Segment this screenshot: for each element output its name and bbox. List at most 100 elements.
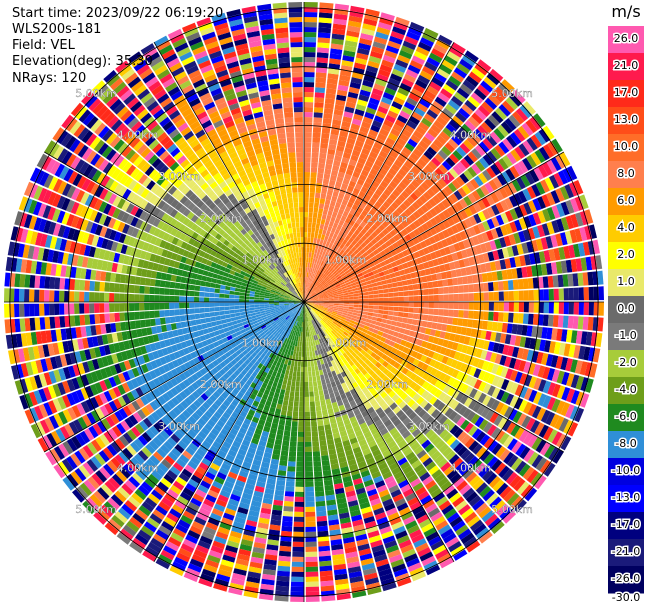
- velocity-gate: [327, 280, 333, 285]
- velocity-gate: [325, 93, 336, 100]
- velocity-gate: [560, 260, 568, 274]
- velocity-gate: [548, 341, 556, 354]
- velocity-gate: [293, 526, 304, 532]
- velocity-gate: [363, 165, 372, 173]
- velocity-gate: [357, 238, 364, 246]
- velocity-gate: [323, 305, 329, 307]
- velocity-gate: [437, 178, 447, 188]
- velocity-gate: [369, 275, 376, 280]
- velocity-gate: [340, 161, 348, 169]
- velocity-gate: [486, 72, 500, 86]
- velocity-gate: [348, 306, 354, 310]
- velocity-gate: [422, 65, 436, 76]
- velocity-gate: [395, 16, 410, 26]
- velocity-gate: [300, 376, 304, 382]
- velocity-gate: [558, 246, 566, 260]
- velocity-gate: [480, 330, 487, 340]
- velocity-gate: [311, 421, 318, 427]
- velocity-gate: [310, 167, 318, 173]
- velocity-gate: [452, 164, 463, 176]
- velocity-gate: [386, 319, 392, 325]
- velocity-gate: [338, 208, 345, 215]
- velocity-gate: [312, 137, 321, 143]
- velocity-gate: [485, 351, 493, 362]
- velocity-gate: [304, 17, 318, 23]
- velocity-gate: [311, 278, 314, 284]
- velocity-gate: [304, 112, 313, 118]
- velocity-gate: [406, 31, 421, 41]
- velocity-gate: [304, 87, 314, 93]
- velocity-gate: [388, 268, 395, 274]
- velocity-gate: [585, 331, 593, 346]
- velocity-gate: [306, 293, 310, 298]
- velocity-gate: [298, 411, 304, 417]
- velocity-gate: [313, 461, 322, 467]
- velocity-gate: [310, 361, 315, 367]
- velocity-gate: [292, 371, 297, 377]
- velocity-gate: [503, 184, 513, 197]
- velocity-gate: [387, 205, 396, 214]
- velocity-gate: [390, 261, 398, 268]
- velocity-gate: [538, 379, 547, 392]
- velocity-gate: [528, 214, 537, 227]
- velocity-gate: [575, 258, 583, 272]
- velocity-gate: [344, 147, 353, 155]
- velocity-gate: [560, 357, 569, 371]
- velocity-gate: [395, 172, 404, 181]
- velocity-gate: [426, 85, 439, 96]
- velocity-gate: [318, 12, 333, 19]
- velocity-gate: [306, 287, 309, 293]
- velocity-gate: [308, 303, 314, 306]
- velocity-gate: [317, 37, 330, 44]
- velocity-gate: [324, 284, 330, 289]
- velocity-gate: [335, 259, 341, 265]
- velocity-gate: [436, 191, 445, 202]
- velocity-gate: [298, 421, 304, 427]
- velocity-gate: [304, 217, 308, 223]
- velocity-gate: [449, 349, 457, 359]
- velocity-gate: [379, 250, 386, 257]
- velocity-gate: [403, 296, 409, 302]
- velocity-gate: [295, 351, 299, 357]
- velocity-gate: [584, 362, 593, 377]
- velocity-gate: [369, 262, 376, 268]
- velocity-gate: [434, 153, 445, 164]
- velocity-gate: [500, 366, 509, 378]
- velocity-gate: [308, 302, 314, 304]
- velocity-gate: [335, 99, 346, 107]
- velocity-gate: [305, 576, 319, 582]
- velocity-gate: [383, 297, 389, 302]
- velocity-gate: [377, 216, 385, 224]
- velocity-gate: [368, 308, 374, 313]
- velocity-gate: [370, 238, 378, 245]
- velocity-gate: [327, 308, 333, 312]
- velocity-gate: [400, 322, 407, 329]
- velocity-gate: [353, 274, 359, 280]
- velocity-gate: [324, 168, 332, 175]
- velocity-gate: [473, 283, 479, 292]
- velocity-gate: [478, 339, 485, 349]
- velocity-gate: [362, 217, 370, 224]
- velocity-gate: [392, 242, 399, 249]
- velocity-gate: [516, 177, 526, 190]
- velocity-gate: [446, 357, 454, 367]
- velocity-gate: [387, 244, 395, 252]
- velocity-gate: [427, 174, 437, 185]
- velocity-gate: [396, 281, 403, 287]
- velocity-gate: [419, 194, 428, 204]
- velocity-gate: [329, 53, 342, 60]
- velocity-gate: [297, 436, 304, 442]
- velocity-gate: [408, 205, 417, 214]
- velocity-gate: [463, 293, 469, 301]
- velocity-gate: [330, 275, 335, 280]
- velocity-gate: [374, 159, 384, 168]
- velocity-gate: [314, 486, 324, 492]
- velocity-gate: [348, 291, 354, 295]
- velocity-gate: [369, 197, 377, 205]
- velocity-gate: [445, 123, 457, 134]
- velocity-gate: [552, 383, 561, 398]
- velocity-gate: [464, 218, 473, 228]
- velocity-gate: [438, 302, 444, 309]
- velocity-gate: [351, 118, 362, 126]
- velocity-gate: [350, 176, 359, 183]
